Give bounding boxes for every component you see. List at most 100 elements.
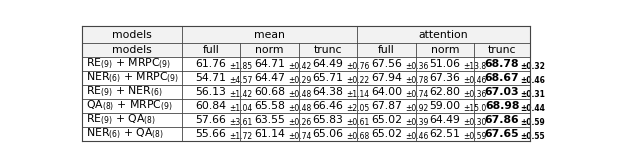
Text: trunc: trunc xyxy=(314,45,342,55)
Text: 65.02: 65.02 xyxy=(371,115,402,125)
Text: 54.71: 54.71 xyxy=(195,73,227,83)
Bar xyxy=(83,127,530,141)
Text: ±0.46: ±0.46 xyxy=(405,132,429,141)
Text: norm: norm xyxy=(431,45,460,55)
Bar xyxy=(83,26,182,43)
Text: 68.78: 68.78 xyxy=(485,59,519,69)
Text: ±0.74: ±0.74 xyxy=(405,90,429,99)
Text: 60.84: 60.84 xyxy=(195,101,227,111)
Text: 56.13: 56.13 xyxy=(195,87,227,97)
Text: 68.98: 68.98 xyxy=(485,101,519,111)
Text: ±1.14: ±1.14 xyxy=(347,90,370,99)
Text: ±0.22: ±0.22 xyxy=(347,76,370,85)
Text: 62.51: 62.51 xyxy=(429,129,461,139)
Bar xyxy=(83,99,530,113)
Text: 64.49: 64.49 xyxy=(312,59,344,69)
Text: 67.94: 67.94 xyxy=(371,73,402,83)
Text: ±0.59: ±0.59 xyxy=(521,118,545,127)
Text: 64.38: 64.38 xyxy=(312,87,344,97)
Text: ±0.55: ±0.55 xyxy=(521,132,545,141)
Text: 65.06: 65.06 xyxy=(312,129,344,139)
Text: ±0.36: ±0.36 xyxy=(463,90,487,99)
Text: 61.14: 61.14 xyxy=(254,129,285,139)
Text: 64.00: 64.00 xyxy=(371,87,402,97)
Text: ±0.48: ±0.48 xyxy=(288,90,311,99)
Text: ±0.74: ±0.74 xyxy=(288,132,312,141)
Text: mean: mean xyxy=(254,30,285,40)
Text: 65.83: 65.83 xyxy=(312,115,344,125)
Text: NER$_{(6)}$ + MRPC$_{(9)}$: NER$_{(6)}$ + MRPC$_{(9)}$ xyxy=(86,71,180,86)
Bar xyxy=(357,26,530,43)
Text: 65.71: 65.71 xyxy=(312,73,344,83)
Text: ±0.36: ±0.36 xyxy=(405,62,429,71)
Bar xyxy=(83,43,182,57)
Bar xyxy=(357,43,416,57)
Text: full: full xyxy=(203,45,220,55)
Text: ±2.05: ±2.05 xyxy=(347,104,370,113)
Text: 64.47: 64.47 xyxy=(254,73,285,83)
Text: ±0.46: ±0.46 xyxy=(463,76,487,85)
Bar xyxy=(240,43,299,57)
Text: 68.67: 68.67 xyxy=(484,73,520,83)
Text: ±0.26: ±0.26 xyxy=(288,118,311,127)
Text: ±0.92: ±0.92 xyxy=(405,104,428,113)
Text: 64.71: 64.71 xyxy=(254,59,285,69)
Bar xyxy=(416,43,474,57)
Text: 67.65: 67.65 xyxy=(484,129,520,139)
Text: trunc: trunc xyxy=(488,45,516,55)
Text: ±13.8: ±13.8 xyxy=(463,62,487,71)
Text: models: models xyxy=(112,30,152,40)
Bar xyxy=(182,26,357,43)
Text: ±0.30: ±0.30 xyxy=(463,118,487,127)
Text: full: full xyxy=(378,45,395,55)
Text: models: models xyxy=(112,45,152,55)
Text: 67.87: 67.87 xyxy=(371,101,402,111)
Text: norm: norm xyxy=(255,45,284,55)
Text: 66.46: 66.46 xyxy=(312,101,344,111)
Text: ±1.04: ±1.04 xyxy=(230,104,253,113)
Text: NER$_{(6)}$ + QA$_{(8)}$: NER$_{(6)}$ + QA$_{(8)}$ xyxy=(86,127,164,141)
Text: ±15.0: ±15.0 xyxy=(463,104,487,113)
Text: 64.49: 64.49 xyxy=(429,115,461,125)
Text: 63.55: 63.55 xyxy=(254,115,285,125)
Text: RE$_{(9)}$ + NER$_{(6)}$: RE$_{(9)}$ + NER$_{(6)}$ xyxy=(86,85,163,99)
Text: ±0.44: ±0.44 xyxy=(521,104,545,113)
Text: 62.80: 62.80 xyxy=(429,87,461,97)
Text: ±0.31: ±0.31 xyxy=(521,90,545,99)
Bar xyxy=(182,43,240,57)
Bar xyxy=(83,57,530,71)
Text: RE$_{(9)}$ + MRPC$_{(9)}$: RE$_{(9)}$ + MRPC$_{(9)}$ xyxy=(86,57,172,71)
Text: ±3.61: ±3.61 xyxy=(230,118,253,127)
Text: ±0.39: ±0.39 xyxy=(405,118,429,127)
Text: ±0.61: ±0.61 xyxy=(347,118,370,127)
Text: ±0.46: ±0.46 xyxy=(521,76,545,85)
Text: 67.56: 67.56 xyxy=(371,59,402,69)
Text: QA$_{(8)}$ + MRPC$_{(9)}$: QA$_{(8)}$ + MRPC$_{(9)}$ xyxy=(86,99,173,113)
Text: 67.36: 67.36 xyxy=(429,73,461,83)
Text: 55.66: 55.66 xyxy=(195,129,227,139)
Bar xyxy=(83,113,530,127)
Text: 60.68: 60.68 xyxy=(254,87,285,97)
Text: attention: attention xyxy=(419,30,468,40)
Text: ±0.59: ±0.59 xyxy=(463,132,487,141)
Text: ±0.48: ±0.48 xyxy=(288,104,311,113)
Text: ±0.76: ±0.76 xyxy=(347,62,370,71)
Text: RE$_{(9)}$ + QA$_{(8)}$: RE$_{(9)}$ + QA$_{(8)}$ xyxy=(86,113,156,127)
Text: ±1.85: ±1.85 xyxy=(230,62,253,71)
Text: 65.02: 65.02 xyxy=(371,129,402,139)
Text: ±4.57: ±4.57 xyxy=(230,76,253,85)
Bar xyxy=(474,43,530,57)
Text: 61.76: 61.76 xyxy=(195,59,227,69)
Text: ±1.72: ±1.72 xyxy=(230,132,253,141)
Bar xyxy=(83,85,530,99)
Text: 59.00: 59.00 xyxy=(429,101,461,111)
Text: ±0.42: ±0.42 xyxy=(288,62,311,71)
Text: 67.03: 67.03 xyxy=(484,87,520,97)
Text: 67.86: 67.86 xyxy=(484,115,520,125)
Bar xyxy=(83,71,530,85)
Text: ±0.78: ±0.78 xyxy=(405,76,428,85)
Text: ±0.29: ±0.29 xyxy=(288,76,311,85)
Bar xyxy=(299,43,357,57)
Text: ±0.68: ±0.68 xyxy=(347,132,370,141)
Text: 65.58: 65.58 xyxy=(254,101,285,111)
